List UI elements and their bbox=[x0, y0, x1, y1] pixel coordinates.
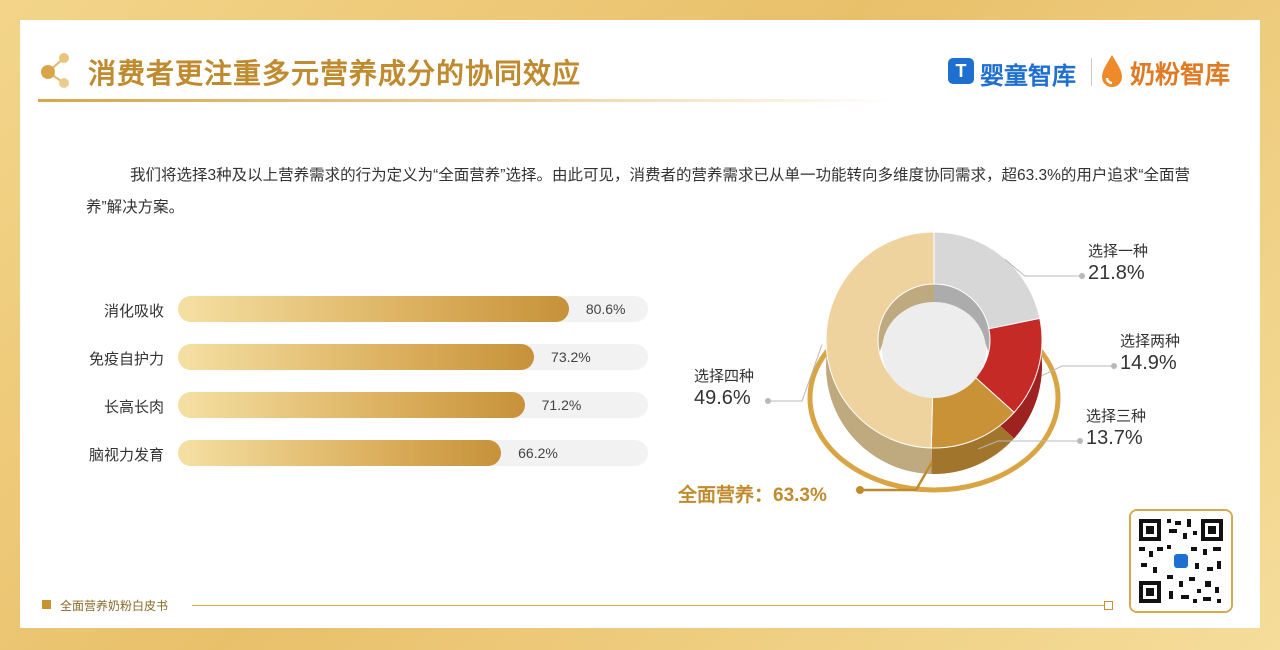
donut-slice bbox=[933, 231, 1041, 330]
leader-line bbox=[1041, 365, 1114, 377]
bar-track: 66.2% bbox=[178, 440, 648, 466]
bar bbox=[178, 296, 569, 322]
full-nutrition-dot bbox=[856, 486, 864, 494]
milk-drop-icon bbox=[1102, 55, 1122, 87]
bar-category-label: 消化吸收 bbox=[103, 303, 164, 320]
bar-row: 消化吸收 80.6% bbox=[20, 296, 660, 324]
bar-row: 免疫自护力 73.2% bbox=[20, 344, 660, 372]
leader-dot bbox=[1079, 273, 1085, 279]
naifen-logo-text: 奶粉智库 bbox=[1130, 61, 1231, 89]
slice-label: 选择三种 bbox=[1086, 408, 1147, 425]
footer-rule bbox=[192, 605, 1106, 606]
title-underline bbox=[38, 99, 898, 102]
bar bbox=[178, 440, 502, 466]
slice-label: 选择两种 bbox=[1120, 333, 1181, 350]
bar-value-label: 73.2% bbox=[551, 349, 591, 365]
bar-category-label: 免疫自护力 bbox=[88, 351, 164, 368]
title-row: 消费者更注重多元营养成分的协同效应 T 婴童智库 奶粉智库 bbox=[20, 20, 1260, 120]
leader-line bbox=[768, 344, 823, 402]
slice-value-label: 21.8% bbox=[1088, 262, 1145, 284]
slice-value-label: 14.9% bbox=[1120, 352, 1177, 374]
bar-track: 71.2% bbox=[178, 392, 648, 418]
slice-label: 选择一种 bbox=[1088, 243, 1149, 260]
footer-title: 全面营养奶粉白皮书 bbox=[60, 599, 169, 613]
slice-label: 选择四种 bbox=[694, 368, 755, 385]
leader-dot bbox=[1111, 363, 1117, 369]
leader-line bbox=[1004, 258, 1082, 277]
bar-value-label: 66.2% bbox=[518, 445, 558, 461]
footer-rule-end bbox=[1104, 601, 1113, 610]
selection-donut-chart bbox=[765, 231, 1117, 494]
donut-hole bbox=[882, 302, 986, 398]
bar-row: 脑视力发育 66.2% bbox=[20, 440, 660, 468]
share-icon bbox=[41, 53, 69, 88]
leader-dot bbox=[765, 398, 771, 404]
bar-track: 80.6% bbox=[178, 296, 648, 322]
bar-value-label: 80.6% bbox=[585, 301, 626, 317]
leader-line bbox=[977, 440, 1080, 450]
full-nutrition-leader bbox=[862, 461, 934, 492]
report-card: 消费者更注重多元营养成分的协同效应 T 婴童智库 奶粉智库 我们将选择3种及以上… bbox=[20, 20, 1260, 628]
bar-row: 长高长肉 71.2% bbox=[20, 392, 660, 420]
bar-category-label: 脑视力发育 bbox=[88, 447, 164, 464]
slice-value-label: 13.7% bbox=[1086, 427, 1143, 449]
bar-track: 73.2% bbox=[178, 344, 648, 370]
qr-code[interactable] bbox=[1129, 509, 1233, 613]
bar bbox=[178, 344, 535, 370]
yingtong-logo-text: 婴童智库 bbox=[980, 63, 1076, 90]
description-text: 我们将选择3种及以上营养需求的行为定义为“全面营养”选择。由此可见，消费者的营养… bbox=[86, 167, 1191, 216]
bar-value-label: 71.2% bbox=[541, 397, 582, 413]
logo-divider bbox=[1091, 58, 1092, 86]
yingtong-logo-mark: T bbox=[948, 58, 974, 84]
page-title: 消费者更注重多元营养成分的协同效应 bbox=[88, 58, 582, 89]
leader-dot bbox=[1077, 438, 1083, 444]
slice-value-label: 49.6% bbox=[694, 387, 751, 409]
full-nutrition-annotation: 全面营养：63.3% bbox=[678, 485, 827, 506]
footer-marker bbox=[42, 600, 51, 609]
bar-category-label: 长高长肉 bbox=[103, 399, 164, 416]
donut-slice bbox=[825, 231, 935, 449]
bar bbox=[178, 392, 525, 418]
